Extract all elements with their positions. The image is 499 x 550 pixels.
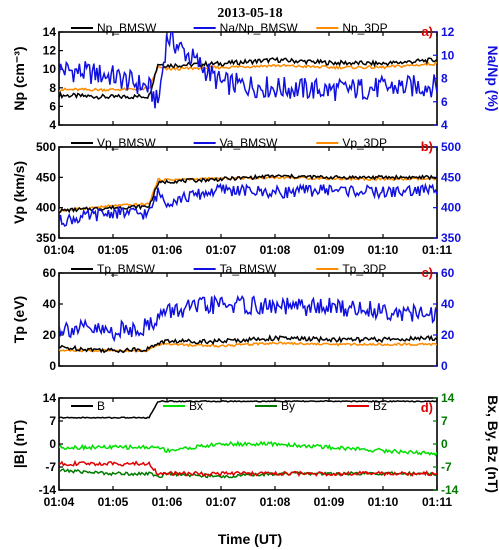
y-tick-label-right: 12 — [441, 25, 455, 39]
panel-1: 4 6 8 10 12 14 4 6 8 10 12 Np (cm⁻³) Na/Np (%) Np_BMS… — [11, 21, 499, 132]
x-tick-label: 01:06 — [152, 495, 183, 509]
y-axis-label: |B| (nT) — [11, 420, 27, 468]
panel-4: 01:04 01:05 01:06 01:07 01:08 01:09 01:10 01:11… — [11, 391, 499, 509]
y-tick-label: 14 — [43, 25, 57, 39]
y-tick-label: 20 — [43, 328, 57, 342]
y-tick-label-right: 0 — [441, 437, 448, 451]
y-tick-label-right: 14 — [441, 391, 455, 405]
x-tick-label: 01:04 — [44, 495, 75, 509]
y-tick-label-right: 400 — [441, 201, 461, 215]
legend-label: Tp_BMSW — [97, 262, 156, 276]
series-line-va-bmsw — [59, 182, 437, 228]
legend-label: Va_BMSW — [220, 136, 278, 150]
plot-frame — [58, 272, 438, 367]
y-axis-label: Np (cm⁻³) — [11, 46, 27, 110]
y-tick-label-right: -14 — [441, 483, 459, 497]
y-tick-label-right: 450 — [441, 170, 461, 184]
panel-3: 0 20 40 60 0 20 40 60 Tp (eV) Tp_BMSW Ta_BMSW Tp_3D… — [11, 262, 455, 373]
panels: 4 6 8 10 12 14 4 6 8 10 12 Np (cm⁻³) Na/Np (%) Np_BMS… — [11, 21, 499, 509]
y-tick-label-right: 350 — [441, 231, 461, 245]
y-axis-label: Tp (eV) — [11, 296, 27, 343]
series-line-b — [59, 399, 437, 419]
y-tick-label: 500 — [36, 140, 56, 154]
series-line-tp-bmsw — [59, 334, 437, 354]
y-axis-label: Vp (km/s) — [11, 161, 27, 224]
legend-label: Np_BMSW — [97, 21, 157, 35]
y-tick-label-right: 40 — [441, 297, 455, 311]
y-tick-label: 6 — [49, 99, 56, 113]
y-tick-label: -14 — [39, 483, 57, 497]
series-line-tp-3dp — [59, 341, 437, 353]
x-tick-label: 01:09 — [314, 243, 345, 257]
x-tick-label: 01:04 — [44, 243, 75, 257]
x-tick-label: 01:11 — [422, 495, 452, 509]
y-tick-label: 450 — [36, 170, 56, 184]
y-tick-label-right: 7 — [441, 414, 448, 428]
legend-label: B — [97, 399, 105, 413]
y-tick-label-right: 0 — [441, 359, 448, 373]
series-line-na-np-bmsw — [59, 32, 437, 109]
series-line-np-3dp — [59, 61, 437, 93]
panel-label: b) — [421, 139, 433, 154]
x-axis-label: Time (UT) — [218, 531, 282, 547]
legend-label: Na/Np_BMSW — [220, 21, 299, 35]
y-tick-label-right: 4 — [441, 118, 448, 132]
x-tick-label: 01:06 — [152, 243, 183, 257]
series-line-bz — [59, 459, 437, 478]
y-tick-label-right: -7 — [441, 460, 452, 474]
legend-label: Bx — [189, 399, 203, 413]
series-line-np-bmsw — [59, 56, 437, 100]
x-tick-label: 01:10 — [368, 243, 399, 257]
panel-label: a) — [421, 24, 433, 39]
x-tick-label: 01:07 — [206, 495, 237, 509]
y-tick-label: 400 — [36, 201, 56, 215]
y-tick-label-right: 500 — [441, 140, 461, 154]
y-tick-label: 14 — [43, 391, 57, 405]
y-tick-label-right: 60 — [441, 266, 455, 280]
y-tick-label-right: 8 — [441, 72, 448, 86]
legend-label: Tp_3DP — [342, 262, 386, 276]
x-tick-label: 01:07 — [206, 243, 237, 257]
y-tick-label: 0 — [49, 437, 56, 451]
y-tick-label-right: 20 — [441, 328, 455, 342]
y-tick-label: 0 — [49, 359, 56, 373]
y-tick-label: 40 — [43, 297, 57, 311]
legend-label: Vp_3DP — [342, 136, 387, 150]
series-line-ta-bmsw — [59, 294, 437, 343]
y-tick-label-right: 10 — [441, 48, 455, 62]
y-tick-label: 10 — [43, 62, 57, 76]
x-tick-label: 01:08 — [260, 243, 291, 257]
y-tick-label: 350 — [36, 231, 56, 245]
x-tick-label: 01:09 — [314, 495, 345, 509]
x-tick-label: 01:10 — [368, 495, 399, 509]
y-axis-label-right: Bx, By, Bz (nT) — [485, 395, 499, 493]
legend-label: Np_3DP — [342, 21, 387, 35]
x-tick-label: 01:05 — [98, 495, 129, 509]
series-line-bx — [59, 440, 437, 457]
legend-label: By — [281, 399, 295, 413]
legend-label: Vp_BMSW — [97, 136, 156, 150]
y-tick-label: 7 — [49, 414, 56, 428]
y-tick-label: 60 — [43, 266, 57, 280]
x-tick-label: 01:08 — [260, 495, 291, 509]
y-tick-label: -7 — [45, 460, 56, 474]
panel-label: c) — [421, 265, 433, 280]
legend-label: Bz — [373, 399, 387, 413]
x-tick-label: 01:11 — [422, 243, 452, 257]
panel-2: 01:04 01:05 01:06 01:07 01:08 01:09 01:10 01:11… — [11, 136, 461, 257]
figure-title: 2013-05-18 — [217, 6, 282, 21]
y-tick-label: 8 — [49, 81, 56, 95]
panel-label: d) — [421, 400, 433, 415]
y-tick-label: 4 — [49, 118, 56, 132]
legend-label: Ta_BMSW — [220, 262, 277, 276]
y-tick-label-right: 6 — [441, 95, 448, 109]
y-axis-label-right: Na/Np (%) — [485, 45, 499, 111]
x-tick-label: 01:05 — [98, 243, 129, 257]
y-tick-label: 12 — [43, 44, 57, 58]
